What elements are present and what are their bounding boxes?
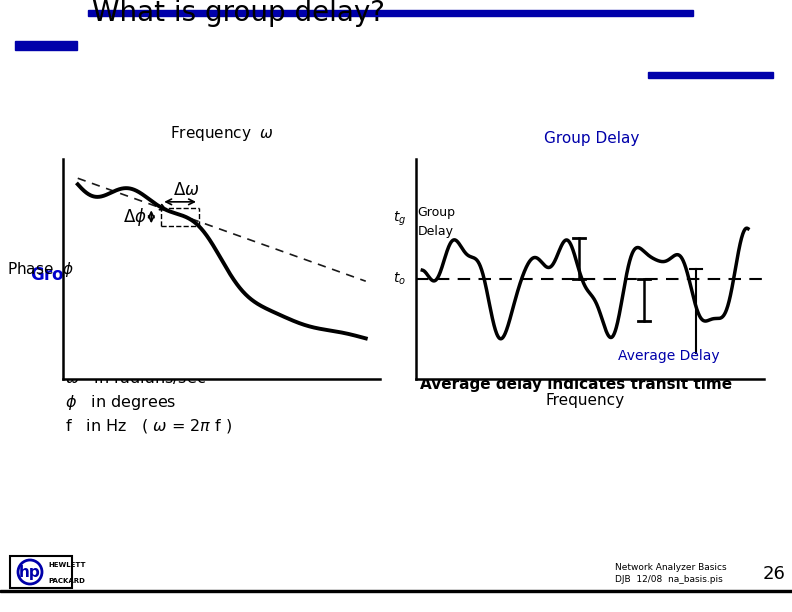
Text: $\omega$   in radians/sec: $\omega$ in radians/sec [65,370,206,387]
Text: Deviation from constant group delay: Deviation from constant group delay [420,302,736,317]
Bar [10,556,72,588]
Text: $\Delta\omega$: $\Delta\omega$ [173,181,199,200]
Text: Phase  $\phi$: Phase $\phi$ [7,259,74,279]
Bar [238,277,288,279]
Bar [15,41,77,50]
Text: $\phi$   in radians: $\phi$ in radians [65,345,171,364]
Text: 26: 26 [763,565,786,583]
Bar [88,10,693,16]
Text: $360°$: $360°$ [228,333,268,351]
Text: DJB  12/08  na_basis.pis: DJB 12/08 na_basis.pis [615,575,723,584]
Text: $t_g$: $t_g$ [393,210,406,228]
Bar [228,317,290,319]
Text: indicates distortion: indicates distortion [420,322,587,337]
Text: PACKARD: PACKARD [48,578,85,584]
Text: =: = [210,307,227,326]
Bar [318,317,360,319]
Bar [648,72,773,78]
Text: $-d\phi$: $-d\phi$ [240,245,280,267]
Bar [0,590,792,592]
Text: Network Analyzer Basics: Network Analyzer Basics [615,563,726,572]
Text: $\phi$   in degrees: $\phi$ in degrees [65,392,177,411]
Text: Group Delay: Group Delay [544,131,639,146]
Text: Delay: Delay [417,225,454,237]
Text: =: = [210,267,227,286]
Text: $*$: $*$ [298,307,309,326]
Text: HEWLETT: HEWLETT [48,562,86,568]
Text: $t_o$: $t_o$ [393,271,406,288]
Text: Frequency  $\omega$: Frequency $\omega$ [169,124,274,143]
Text: hp: hp [19,564,41,580]
Text: Average delay indicates transit time: Average delay indicates transit time [420,377,732,392]
Text: Average Delay: Average Delay [618,349,719,363]
Text: $d\phi$: $d\phi$ [320,285,345,307]
Text: $d\omega$: $d\omega$ [245,293,272,311]
Text: Group: Group [417,206,455,219]
Text: $-1$: $-1$ [232,289,259,307]
Text: What is group delay?: What is group delay? [92,0,385,27]
Text: f   in Hz   ( $\omega$ = 2$\pi$ f ): f in Hz ( $\omega$ = 2$\pi$ f ) [65,417,232,435]
Text: Frequency: Frequency [546,393,625,408]
Text: Group Delay ($t_g$): Group Delay ($t_g$) [30,265,181,289]
Text: $\Delta\phi$: $\Delta\phi$ [123,206,147,228]
Text: $df$: $df$ [325,333,347,351]
